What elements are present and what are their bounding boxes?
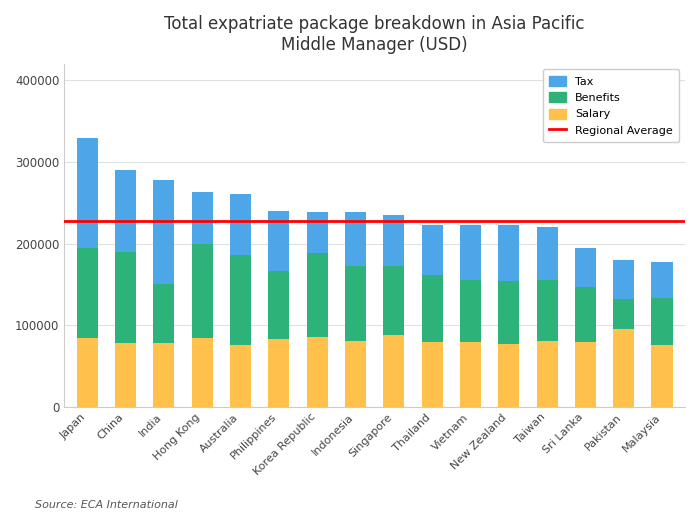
Bar [460,280,481,343]
Bar [153,343,174,407]
Bar [192,244,213,338]
Bar [536,227,558,280]
Bar [421,225,442,274]
Bar [536,341,558,407]
Bar [115,343,136,407]
Bar [575,287,596,342]
Bar [421,343,442,407]
Bar [307,212,328,252]
Bar [613,260,634,299]
Bar [345,212,366,266]
Legend: Tax, Benefits, Salary, Regional Average: Tax, Benefits, Salary, Regional Average [542,69,680,142]
Bar [383,335,405,407]
Bar [498,281,519,344]
Bar [230,194,251,255]
Bar [460,343,481,407]
Bar [268,339,289,407]
Regional Average [121,218,130,224]
Bar [230,345,251,407]
Bar [652,298,673,345]
Bar [613,299,634,329]
Bar [498,344,519,407]
Bar [421,274,442,343]
Bar [115,170,136,252]
Bar [230,255,251,345]
Bar [575,248,596,287]
Bar [383,215,405,266]
Bar [77,339,98,407]
Bar [77,248,98,339]
Bar [345,341,366,407]
Bar [307,337,328,407]
Bar [77,138,98,248]
Bar [652,345,673,407]
Bar [115,252,136,343]
Bar [307,252,328,337]
Bar [192,338,213,407]
Bar [153,180,174,284]
Bar [383,266,405,335]
Bar [345,266,366,341]
Regional Average [83,218,92,224]
Bar [652,262,673,298]
Bar [153,284,174,343]
Bar [268,270,289,339]
Bar [613,329,634,407]
Bar [268,211,289,270]
Bar [498,225,519,281]
Bar [536,280,558,341]
Bar [575,342,596,407]
Title: Total expatriate package breakdown in Asia Pacific
Middle Manager (USD): Total expatriate package breakdown in As… [164,15,585,54]
Text: Source: ECA International: Source: ECA International [35,501,178,510]
Bar [192,192,213,244]
Bar [460,225,481,280]
